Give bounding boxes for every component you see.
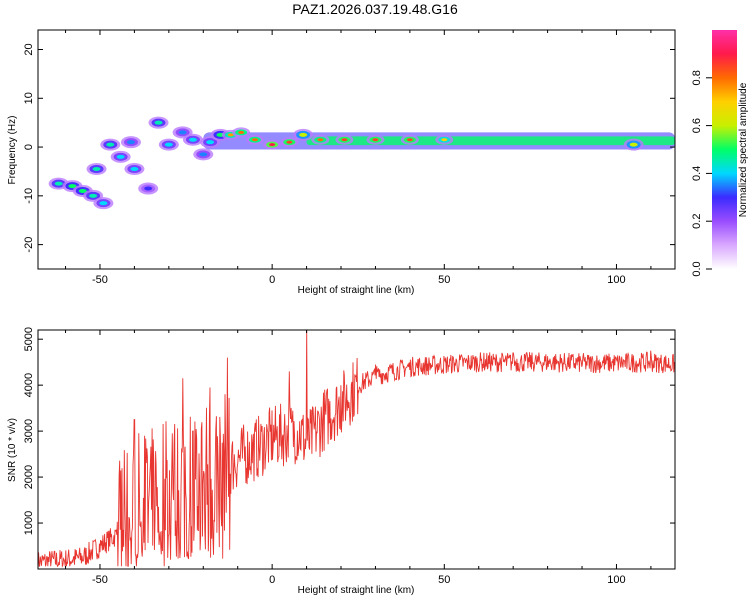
colorbar-tick-label: 0.2 (691, 214, 703, 229)
y-tick-label: -20 (23, 237, 35, 253)
spectrogram-axes: -50 0 50 100 -20 -10 0 10 20 (23, 30, 675, 286)
x-tick-label: 50 (438, 574, 450, 586)
snr-axes: -50 0 50 100 1000 2000 3000 4000 5000 (23, 327, 675, 586)
y-tick-label: 4000 (23, 373, 35, 397)
spectrogram-blob-core (406, 138, 413, 142)
x-tick-label: 0 (269, 274, 275, 286)
spectrogram-blob-core (227, 133, 234, 137)
spectrogram-blob-core (286, 140, 293, 144)
spectrogram-ylabel: Frequency (Hz) (7, 116, 18, 185)
x-tick-label: 50 (438, 274, 450, 286)
y-tick-label: 2000 (23, 465, 35, 489)
colorbar-gradient (712, 30, 737, 269)
colorbar-tick-label: 0.8 (691, 70, 703, 85)
y-tick-label: 5000 (23, 327, 35, 351)
x-tick-label: 100 (607, 274, 625, 286)
spectrogram-blob-core (130, 167, 139, 172)
colorbar-tick-label: 0.6 (691, 118, 703, 133)
spectrogram-blob-core (116, 154, 125, 159)
spectrogram-blob-core (89, 193, 98, 198)
snr-xlabel: Height of straight line (km) (298, 585, 415, 596)
snr-frame (37, 329, 676, 570)
x-tick-label: -50 (92, 274, 108, 286)
spectrogram-blob-core (178, 130, 187, 135)
snr-ylabel: SNR (10 * v/v) (7, 418, 18, 482)
spectrogram-blob-core (372, 138, 379, 142)
snr-line (38, 330, 675, 568)
y-tick-label: 20 (23, 43, 35, 55)
spectrogram-blob-core (154, 120, 163, 125)
spectrogram-blob-core (99, 201, 108, 206)
spectrogram-panel: -50 0 50 100 -20 -10 0 10 20 Height of straight … (7, 29, 676, 296)
spectrogram-blob-core (144, 186, 153, 191)
y-tick-label: 10 (23, 92, 35, 104)
spectrogram-blob-core (269, 143, 276, 147)
colorbar: 0.0 0.2 0.4 0.6 0.8 Normalized spectral ampl… (691, 30, 749, 277)
spectrogram-blob-core (206, 140, 215, 145)
y-tick-label: -10 (23, 188, 35, 204)
spectrogram-xlabel: Height of straight line (km) (298, 285, 415, 296)
y-tick-label: 0 (23, 144, 35, 150)
snr-panel: -50 0 50 100 1000 2000 3000 4000 5000 Height of … (7, 327, 676, 596)
figure-title: PAZ1.2026.037.19.48.G16 (292, 1, 458, 17)
colorbar-axis: 0.0 0.2 0.4 0.6 0.8 (691, 70, 712, 277)
spectrogram-blob-core (629, 142, 638, 147)
x-tick-label: -50 (92, 574, 108, 586)
x-tick-label: 0 (269, 574, 275, 586)
spectrogram-blob-core (238, 130, 245, 134)
y-tick-label: 3000 (23, 419, 35, 443)
spectrogram-blob-core (317, 138, 324, 142)
spectrogram-blob-core (68, 184, 77, 189)
spectrogram-blob-core (78, 188, 87, 193)
colorbar-label: Normalized spectral amplitude (738, 82, 749, 217)
spectrogram-blob-core (251, 138, 258, 142)
spectrogram-blob-core (106, 142, 115, 147)
spectrogram-blob-core (54, 181, 63, 186)
colorbar-tick-label: 0.0 (691, 261, 703, 276)
y-tick-label: 1000 (23, 511, 35, 535)
spectrogram-blob-core (188, 137, 197, 142)
x-tick-label: 100 (607, 574, 625, 586)
spectrogram-frame (37, 29, 676, 270)
spectrogram-blob-core (199, 152, 208, 157)
spectrogram-blob-core (164, 142, 173, 147)
spectrogram-image (48, 116, 675, 210)
spectrogram-blob-core (92, 167, 101, 172)
colorbar-tick-label: 0.4 (691, 166, 703, 181)
spectrogram-blob-core (126, 140, 135, 145)
spectrogram-blob-core (441, 138, 448, 142)
spectrogram-blob-core (341, 138, 348, 142)
spectrogram-blob-core (299, 132, 308, 137)
spectrogram-band-core (306, 136, 675, 146)
